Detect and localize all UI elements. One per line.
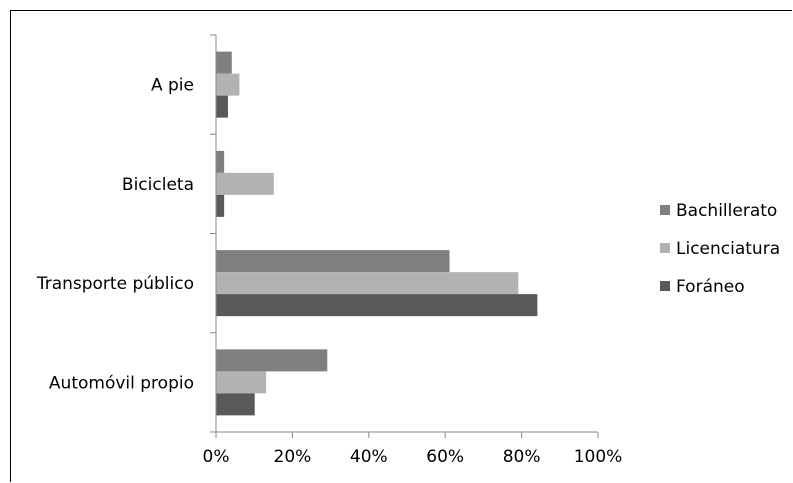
legend-label: Foráneo (676, 277, 745, 297)
category-label: Automóvil propio (49, 373, 194, 393)
bars (216, 51, 538, 416)
x-tick-label: 0% (203, 447, 230, 467)
bar-licenciatura-2 (216, 272, 519, 295)
x-tick-label: 60% (426, 447, 464, 467)
legend: Bachillerato Licenciatura Foráneo (660, 201, 780, 297)
bar-bachillerato-0 (216, 51, 232, 74)
x-tick-label: 80% (503, 447, 541, 467)
category-label: Transporte público (36, 274, 194, 294)
legend-label: Bachillerato (676, 201, 777, 221)
labels: 0% 20% 40% 60% 80% 100% A pie Bicicleta Transpor… (36, 76, 622, 467)
legend-swatch (660, 281, 670, 291)
bar-bachillerato-2 (216, 250, 450, 273)
bar-licenciatura-0 (216, 73, 240, 96)
bar-foráneo-2 (216, 294, 538, 317)
category-label: A pie (151, 76, 194, 96)
legend-swatch (660, 243, 670, 253)
bar-licenciatura-1 (216, 172, 274, 195)
bar-bachillerato-1 (216, 150, 225, 173)
axes (210, 34, 599, 438)
bar-foráneo-1 (216, 194, 225, 217)
category-label: Bicicleta (122, 175, 194, 195)
x-tick-label: 20% (274, 447, 312, 467)
x-tick-label: 40% (350, 447, 388, 467)
bar-foráneo-0 (216, 95, 228, 118)
legend-label: Licenciatura (676, 239, 780, 259)
bar-foráneo-3 (216, 393, 255, 416)
x-tick-label: 100% (574, 447, 623, 467)
legend-swatch (660, 205, 670, 215)
bar-bachillerato-3 (216, 349, 328, 372)
bar-licenciatura-3 (216, 371, 267, 394)
